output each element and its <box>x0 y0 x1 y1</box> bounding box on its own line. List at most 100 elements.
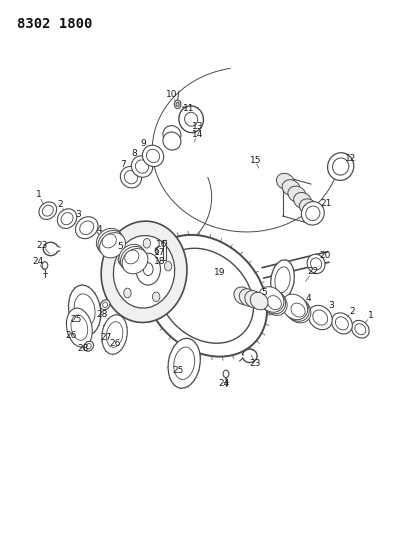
Ellipse shape <box>351 320 369 338</box>
Ellipse shape <box>100 300 110 310</box>
Ellipse shape <box>301 201 324 225</box>
Text: 3: 3 <box>328 301 334 310</box>
Text: 23: 23 <box>250 359 261 368</box>
Ellipse shape <box>267 296 282 310</box>
Ellipse shape <box>185 112 198 126</box>
Text: 27: 27 <box>101 333 112 342</box>
Circle shape <box>124 288 131 298</box>
Text: 4: 4 <box>96 225 102 234</box>
Ellipse shape <box>245 290 263 308</box>
Circle shape <box>143 263 153 276</box>
Text: 2: 2 <box>57 200 63 209</box>
Ellipse shape <box>261 290 287 316</box>
Circle shape <box>104 338 109 344</box>
Ellipse shape <box>98 230 124 256</box>
Circle shape <box>176 102 179 107</box>
Text: 20: 20 <box>319 252 331 260</box>
Ellipse shape <box>332 313 352 334</box>
Circle shape <box>143 238 150 248</box>
Ellipse shape <box>42 205 53 216</box>
Circle shape <box>174 100 181 109</box>
Ellipse shape <box>125 250 139 264</box>
Ellipse shape <box>80 221 94 235</box>
Ellipse shape <box>101 221 187 322</box>
Ellipse shape <box>282 180 300 196</box>
Ellipse shape <box>157 248 254 343</box>
Ellipse shape <box>125 171 138 184</box>
Ellipse shape <box>299 199 317 215</box>
Text: 8: 8 <box>131 149 137 158</box>
Text: 24: 24 <box>32 257 43 265</box>
Text: 1: 1 <box>368 311 374 320</box>
Ellipse shape <box>234 287 252 304</box>
Ellipse shape <box>307 254 325 273</box>
Ellipse shape <box>277 173 294 190</box>
Circle shape <box>164 261 172 271</box>
Ellipse shape <box>174 347 195 379</box>
Ellipse shape <box>143 145 164 167</box>
Text: 28: 28 <box>77 344 88 353</box>
Text: 1: 1 <box>35 190 41 199</box>
Text: 13: 13 <box>192 122 203 131</box>
Text: 11: 11 <box>182 103 194 112</box>
Text: 18: 18 <box>154 257 165 265</box>
Circle shape <box>102 336 111 346</box>
Ellipse shape <box>250 292 268 310</box>
Ellipse shape <box>74 294 95 326</box>
Ellipse shape <box>99 232 125 258</box>
Text: 28: 28 <box>97 310 108 319</box>
Text: 7: 7 <box>121 160 127 169</box>
Ellipse shape <box>285 297 311 323</box>
Ellipse shape <box>102 234 116 248</box>
Ellipse shape <box>332 158 349 175</box>
Ellipse shape <box>69 285 101 335</box>
Ellipse shape <box>355 324 366 335</box>
Ellipse shape <box>103 302 108 308</box>
Text: 22: 22 <box>307 268 319 276</box>
Ellipse shape <box>291 303 305 317</box>
Circle shape <box>152 292 160 302</box>
Text: 16: 16 <box>155 240 167 249</box>
Text: 21: 21 <box>321 199 332 208</box>
Ellipse shape <box>136 160 149 173</box>
Ellipse shape <box>328 153 354 180</box>
Ellipse shape <box>58 209 77 229</box>
Ellipse shape <box>179 106 203 133</box>
Bar <box>163 240 166 260</box>
Ellipse shape <box>284 296 309 321</box>
Ellipse shape <box>106 322 123 348</box>
Ellipse shape <box>67 308 92 347</box>
Text: 19: 19 <box>214 269 226 277</box>
Ellipse shape <box>308 305 332 330</box>
Text: 10: 10 <box>166 90 178 99</box>
Text: 15: 15 <box>250 156 261 165</box>
Ellipse shape <box>76 217 98 239</box>
Text: 26: 26 <box>65 331 77 340</box>
Ellipse shape <box>288 186 306 203</box>
Ellipse shape <box>144 235 267 357</box>
Ellipse shape <box>120 246 146 272</box>
Ellipse shape <box>84 341 94 351</box>
Circle shape <box>42 262 48 269</box>
Ellipse shape <box>71 315 88 340</box>
Text: 8302 1800: 8302 1800 <box>17 17 92 30</box>
Text: 14: 14 <box>192 130 203 139</box>
Ellipse shape <box>120 166 141 188</box>
Text: 5: 5 <box>261 287 267 296</box>
Ellipse shape <box>119 244 145 270</box>
Text: 4: 4 <box>305 294 311 303</box>
Text: 12: 12 <box>345 154 357 163</box>
Ellipse shape <box>313 310 328 325</box>
Ellipse shape <box>122 248 148 274</box>
Ellipse shape <box>86 343 91 349</box>
Ellipse shape <box>102 315 127 354</box>
Ellipse shape <box>163 132 181 150</box>
Ellipse shape <box>163 126 181 144</box>
Ellipse shape <box>96 228 122 254</box>
Text: 6: 6 <box>153 247 159 256</box>
Ellipse shape <box>146 149 159 163</box>
Text: 25: 25 <box>172 366 183 375</box>
Text: 2: 2 <box>349 306 355 316</box>
Ellipse shape <box>335 317 349 330</box>
Ellipse shape <box>168 338 200 388</box>
